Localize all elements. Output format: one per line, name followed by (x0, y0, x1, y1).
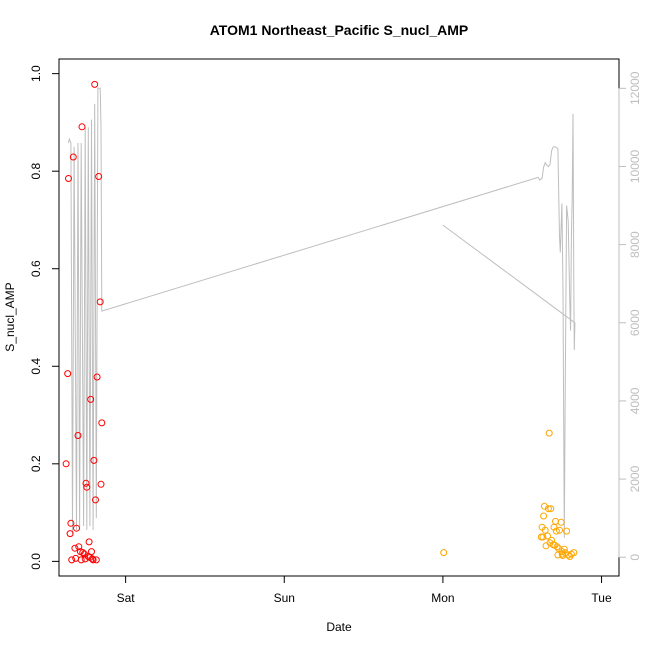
data-point-series-1 (547, 505, 555, 513)
data-point-series-0 (71, 544, 79, 552)
x-tick-label: Tue (591, 591, 612, 605)
data-point-series-0 (92, 556, 100, 564)
data-point-series-0 (85, 538, 93, 546)
data-point-series-0 (79, 549, 87, 557)
data-point-series-0 (77, 556, 85, 564)
data-point-series-0 (95, 173, 103, 180)
x-axis: Sat Sun Mon Tue (117, 575, 612, 605)
y-tick-label: 0.0 (29, 553, 43, 570)
data-point-series-1 (440, 549, 448, 557)
right-y-tick-label: 6000 (628, 309, 642, 336)
data-point-series-0 (67, 519, 75, 527)
data-point-series-0 (88, 548, 95, 556)
points-layer (62, 80, 578, 564)
data-point-series-1 (557, 518, 565, 526)
data-point-series-0 (96, 298, 104, 306)
data-point-series-1 (560, 545, 568, 553)
data-point-series-1 (570, 549, 578, 557)
y-tick-label: 1.0 (29, 65, 43, 82)
data-point-series-0 (98, 419, 106, 427)
altitude-line-layer (68, 87, 576, 538)
data-point-series-0 (68, 556, 76, 564)
data-point-series-1 (540, 512, 548, 520)
data-point-series-1 (545, 429, 553, 437)
y-tick-label: 0.2 (29, 455, 43, 472)
data-point-series-0 (92, 496, 99, 504)
data-point-series-1 (544, 505, 552, 513)
data-point-series-0 (64, 370, 72, 378)
y-axis: 0.0 0.2 0.4 0.6 0.8 1.0 (29, 65, 60, 570)
right-y-tick-label: 12000 (628, 71, 642, 105)
right-y-axis: 0 2000 4000 6000 8000 10000 12000 (618, 71, 642, 561)
data-point-series-0 (91, 80, 99, 88)
data-point-series-0 (97, 480, 105, 488)
data-point-series-0 (78, 123, 86, 131)
right-y-tick-label: 10000 (628, 149, 642, 183)
data-point-series-1 (539, 533, 547, 541)
right-y-tick-label: 8000 (628, 231, 642, 258)
data-point-series-0 (65, 175, 72, 182)
data-point-series-0 (83, 483, 91, 491)
data-point-series-1 (542, 542, 550, 550)
right-y-tick-label: 2000 (628, 465, 642, 492)
data-point-series-1 (548, 536, 556, 544)
data-point-series-0 (62, 460, 70, 468)
data-point-series-0 (74, 432, 82, 439)
data-point-series-1 (564, 551, 572, 559)
data-point-series-0 (88, 555, 96, 563)
data-point-series-1 (552, 527, 560, 535)
y-tick-label: 0.4 (29, 358, 43, 375)
x-tick-label: Mon (431, 591, 454, 605)
data-point-series-0 (75, 543, 83, 551)
y-axis-label: S_nucl_AMP (3, 282, 17, 351)
data-point-series-0 (93, 373, 101, 381)
data-point-series-1 (541, 526, 549, 534)
plot-frame (58, 58, 620, 577)
right-y-tick-label: 0 (628, 554, 642, 561)
data-point-series-1 (544, 532, 552, 540)
data-point-series-0 (66, 530, 74, 538)
data-point-series-1 (553, 543, 561, 551)
data-point-series-1 (563, 527, 571, 535)
y-tick-label: 0.6 (29, 260, 43, 277)
chart-title: ATOM1 Northeast_Pacific S_nucl_AMP (210, 22, 469, 38)
data-point-series-1 (558, 548, 566, 556)
data-point-series-1 (556, 526, 563, 534)
data-point-series-0 (82, 479, 90, 487)
data-point-series-0 (69, 153, 77, 161)
x-axis-label: Date (326, 620, 352, 634)
x-tick-label: Sat (117, 591, 136, 605)
y-tick-label: 0.8 (29, 163, 43, 180)
data-point-series-0 (87, 395, 95, 403)
data-point-series-0 (89, 556, 97, 564)
right-y-tick-label: 4000 (628, 387, 642, 414)
data-point-series-1 (552, 517, 559, 525)
altitude-line (68, 87, 576, 538)
x-tick-label: Sun (274, 591, 295, 605)
data-point-series-0 (73, 524, 80, 532)
data-point-series-0 (90, 456, 98, 464)
